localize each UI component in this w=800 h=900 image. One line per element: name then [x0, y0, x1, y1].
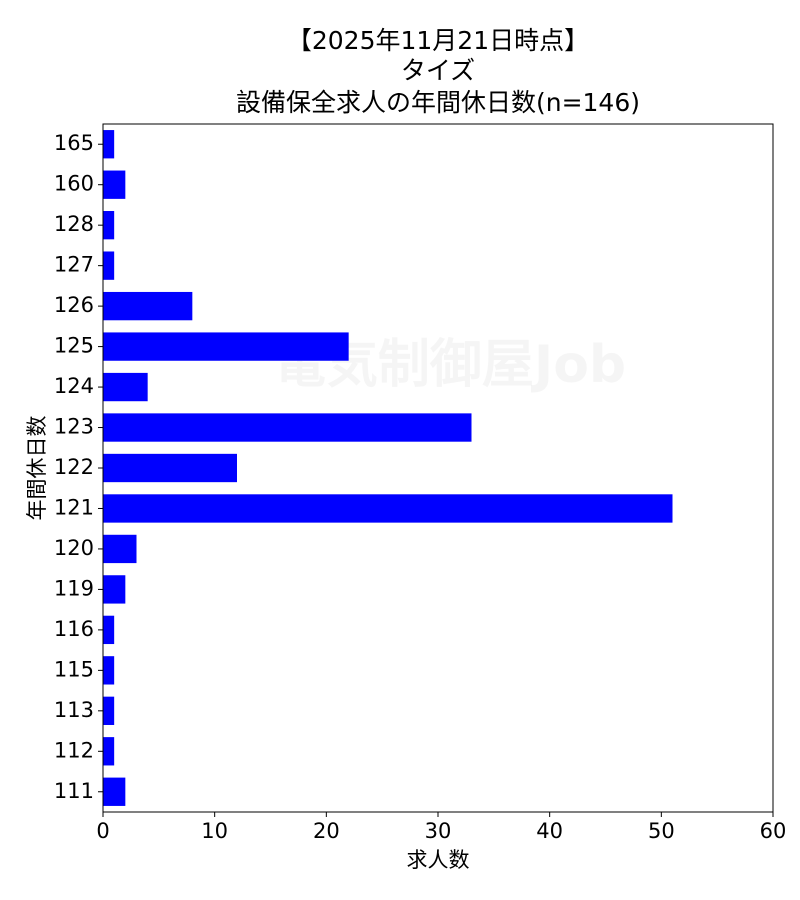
y-tick-label: 120 — [54, 536, 94, 560]
y-axis-label: 年間休日数 — [25, 416, 49, 521]
bar — [103, 777, 126, 806]
x-axis-label: 求人数 — [407, 848, 470, 872]
bar — [103, 372, 148, 402]
bar — [103, 291, 193, 321]
y-tick-label: 122 — [54, 455, 94, 479]
bar — [103, 170, 126, 199]
y-tick-label: 115 — [54, 657, 94, 681]
x-tick-label: 20 — [313, 819, 340, 843]
x-tick-label: 30 — [425, 819, 452, 843]
y-tick-label: 119 — [54, 576, 94, 600]
bar — [103, 575, 126, 604]
bar — [103, 130, 115, 159]
x-tick-label: 60 — [760, 819, 787, 843]
bar — [103, 332, 349, 361]
bar — [103, 737, 115, 766]
y-tick-label: 124 — [54, 374, 94, 398]
x-tick-label: 10 — [201, 819, 228, 843]
bar — [103, 534, 137, 564]
chart-title: タイズ — [401, 56, 475, 85]
bar — [103, 453, 237, 483]
bar — [103, 211, 115, 240]
bar — [103, 251, 115, 280]
y-tick-label: 116 — [54, 617, 94, 641]
y-tick-label: 125 — [54, 334, 94, 358]
y-tick-label: 112 — [54, 738, 94, 762]
bar — [103, 696, 115, 725]
plot-frame — [102, 123, 774, 813]
bar — [103, 615, 115, 645]
bar — [103, 656, 115, 685]
y-tick-label: 111 — [54, 779, 94, 803]
y-tick-label: 113 — [54, 698, 94, 722]
bar — [103, 413, 472, 442]
y-tick-label: 126 — [54, 293, 94, 317]
x-tick-label: 40 — [536, 819, 563, 843]
chart-title: 設備保全求人の年間休日数(n=146) — [236, 88, 640, 117]
bar — [103, 494, 673, 523]
y-tick-label: 123 — [54, 415, 94, 439]
y-tick-label: 127 — [54, 253, 94, 277]
y-tick-label: 128 — [54, 212, 94, 236]
x-tick-label: 50 — [648, 819, 675, 843]
chart-title: 【2025年11月21日時点】 — [287, 26, 589, 55]
y-tick-label: 121 — [54, 495, 94, 519]
x-tick-label: 0 — [96, 819, 109, 843]
y-tick-label: 165 — [54, 131, 94, 155]
y-tick-label: 160 — [54, 172, 94, 196]
